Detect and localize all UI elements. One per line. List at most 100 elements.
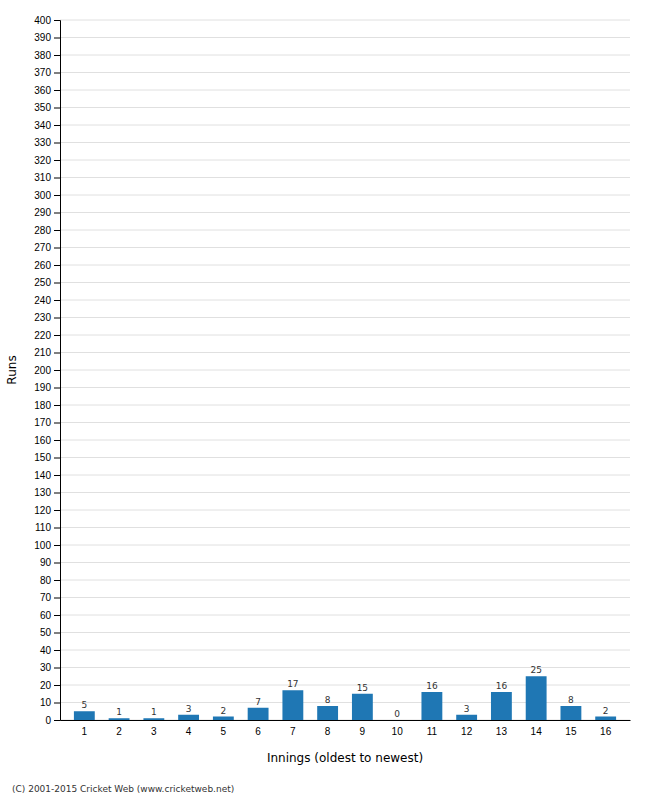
bar	[74, 711, 95, 720]
y-tick-mark	[54, 370, 60, 371]
x-tick: 13	[496, 726, 508, 737]
y-tick-mark	[54, 230, 60, 231]
y-tick: 70	[40, 592, 60, 603]
grid-line	[60, 230, 630, 231]
y-tick-label: 230	[34, 312, 51, 323]
y-tick-label: 190	[34, 382, 51, 393]
y-tick: 200	[34, 365, 60, 376]
y-tick-label: 330	[34, 137, 51, 148]
grid-line	[60, 177, 630, 178]
y-tick: 230	[34, 312, 60, 323]
x-tick: 11	[427, 726, 438, 737]
grid-line	[60, 107, 630, 108]
x-tick-label: 13	[496, 726, 508, 737]
y-tick-label: 60	[40, 610, 52, 621]
x-tick: 1	[82, 726, 88, 737]
bar	[143, 718, 164, 720]
x-tick-label: 11	[427, 726, 438, 737]
x-tick: 10	[392, 726, 404, 737]
data-label: 5	[81, 700, 87, 710]
y-tick-label: 260	[34, 260, 51, 271]
x-tick-label: 8	[325, 726, 331, 737]
y-tick: 120	[34, 505, 60, 516]
grid-line	[60, 370, 630, 371]
y-tick-mark	[54, 265, 60, 266]
y-tick: 380	[34, 50, 60, 61]
bar	[109, 718, 130, 720]
y-tick: 280	[34, 225, 60, 236]
y-tick-label: 150	[34, 452, 51, 463]
x-tick-label: 5	[221, 726, 227, 737]
y-tick-mark	[54, 423, 60, 424]
data-label: 16	[496, 681, 508, 691]
y-tick-label: 40	[40, 645, 52, 656]
bar	[178, 715, 199, 720]
y-tick-mark	[54, 318, 60, 319]
x-tick: 4	[186, 726, 192, 737]
bar	[491, 692, 512, 720]
x-axis-line	[61, 720, 631, 721]
x-tick-label: 4	[186, 726, 192, 737]
y-tick: 300	[34, 190, 60, 201]
y-tick-label: 350	[34, 102, 51, 113]
y-tick: 180	[34, 400, 60, 411]
grid-line	[60, 72, 630, 73]
y-tick-label: 370	[34, 67, 51, 78]
y-tick-mark	[54, 458, 60, 459]
y-tick-label: 110	[35, 522, 51, 533]
y-tick-mark	[54, 283, 60, 284]
y-tick-label: 290	[34, 207, 51, 218]
y-tick-mark	[54, 615, 60, 616]
y-tick-mark	[54, 248, 60, 249]
grid-line	[60, 615, 630, 616]
y-tick-label: 220	[34, 330, 51, 341]
y-tick-mark	[54, 703, 60, 704]
data-label: 3	[186, 704, 192, 714]
y-tick: 350	[34, 102, 60, 113]
data-label: 0	[394, 709, 400, 719]
x-tick: 8	[325, 726, 331, 737]
y-tick: 140	[34, 470, 60, 481]
grid-line	[60, 300, 630, 301]
y-tick-mark	[54, 90, 60, 91]
y-tick: 60	[40, 610, 60, 621]
y-tick-label: 100	[34, 540, 51, 551]
x-tick-label: 2	[116, 726, 122, 737]
y-tick: 110	[35, 522, 60, 533]
y-tick-mark	[54, 300, 60, 301]
y-tick-mark	[54, 73, 60, 74]
x-tick-label: 3	[151, 726, 157, 737]
y-tick-label: 320	[34, 155, 51, 166]
data-label: 16	[426, 681, 438, 691]
grid-line	[60, 247, 630, 248]
y-tick-label: 200	[34, 365, 51, 376]
bar	[595, 717, 616, 721]
x-tick: 9	[360, 726, 366, 737]
bar	[248, 708, 269, 720]
x-tick-label: 15	[565, 726, 577, 737]
x-axis: 12345678910111213141516	[61, 721, 631, 738]
y-tick-mark	[54, 125, 60, 126]
grid-line	[60, 265, 630, 266]
y-tick: 290	[34, 207, 60, 218]
y-axis: 0102030405060708090100110120130140150160…	[34, 15, 60, 726]
data-label: 7	[255, 697, 261, 707]
y-tick: 210	[34, 347, 60, 358]
x-tick: 6	[255, 726, 261, 737]
grid-line	[60, 545, 630, 546]
y-tick: 220	[34, 330, 60, 341]
y-tick-mark	[54, 353, 60, 354]
grid-line	[60, 212, 630, 213]
y-tick: 190	[34, 382, 60, 393]
y-tick-mark	[54, 510, 60, 511]
grid-line	[60, 37, 630, 38]
y-tick-mark	[54, 178, 60, 179]
grid-line	[60, 440, 630, 441]
x-tick: 3	[151, 726, 157, 737]
grid-line	[60, 317, 630, 318]
x-tick: 12	[461, 726, 473, 737]
y-tick-mark	[54, 685, 60, 686]
y-axis-title: Runs	[5, 355, 19, 384]
y-tick-label: 250	[34, 277, 51, 288]
y-tick-mark	[54, 335, 60, 336]
